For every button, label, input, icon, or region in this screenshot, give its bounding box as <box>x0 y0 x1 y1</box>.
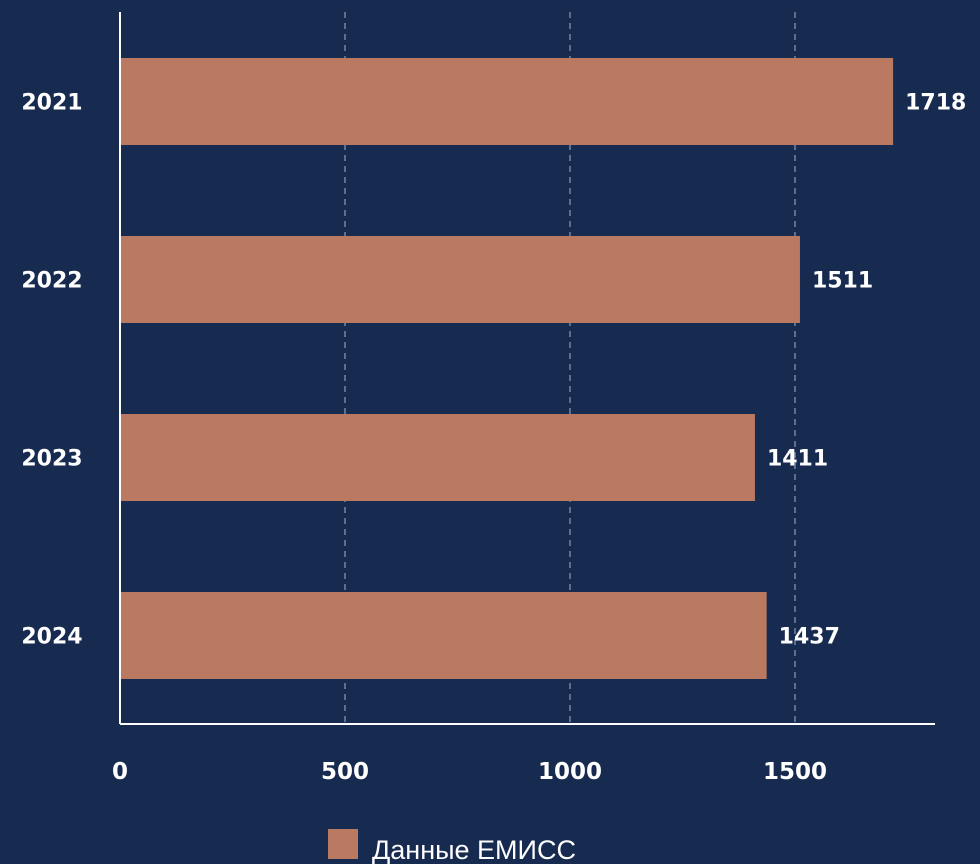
data-label: 1437 <box>779 625 840 650</box>
x-tick-label: 1500 <box>763 759 827 785</box>
legend-swatch <box>328 829 358 859</box>
x-tick-label: 1000 <box>538 759 602 785</box>
grid-lines <box>344 12 796 724</box>
bar <box>120 592 767 679</box>
bar <box>120 414 755 501</box>
bar <box>120 236 800 323</box>
category-label: 2024 <box>21 625 82 650</box>
legend: Данные ЕМИСС <box>328 829 576 864</box>
axes <box>119 12 935 725</box>
x-tick-label: 0 <box>112 759 128 785</box>
data-label: 1411 <box>767 447 828 472</box>
category-labels: 2021 2022 2023 2024 <box>21 91 82 650</box>
data-labels: 1718 1511 1411 1437 <box>767 91 966 650</box>
x-tick-labels: 0 500 1000 1500 <box>112 759 827 785</box>
bar <box>120 58 894 145</box>
x-tick-label: 500 <box>321 759 369 785</box>
data-label: 1718 <box>905 91 966 116</box>
legend-label: Данные ЕМИСС <box>372 835 576 864</box>
category-label: 2021 <box>21 91 82 116</box>
data-label: 1511 <box>812 269 873 294</box>
category-label: 2022 <box>21 269 82 294</box>
category-label: 2023 <box>21 447 82 472</box>
bars <box>120 58 894 679</box>
